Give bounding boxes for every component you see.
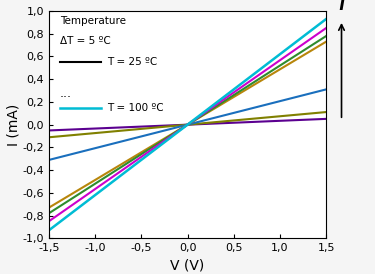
Text: Temperature: Temperature (60, 16, 126, 25)
Text: ΔT = 5 ºC: ΔT = 5 ºC (60, 36, 111, 46)
Text: T: T (336, 0, 347, 13)
Y-axis label: I (mA): I (mA) (7, 104, 21, 146)
Text: T = 100 ºC: T = 100 ºC (107, 103, 164, 113)
Text: ...: ... (60, 87, 72, 100)
Text: T = 25 ºC: T = 25 ºC (107, 57, 157, 67)
X-axis label: V (V): V (V) (170, 259, 205, 273)
